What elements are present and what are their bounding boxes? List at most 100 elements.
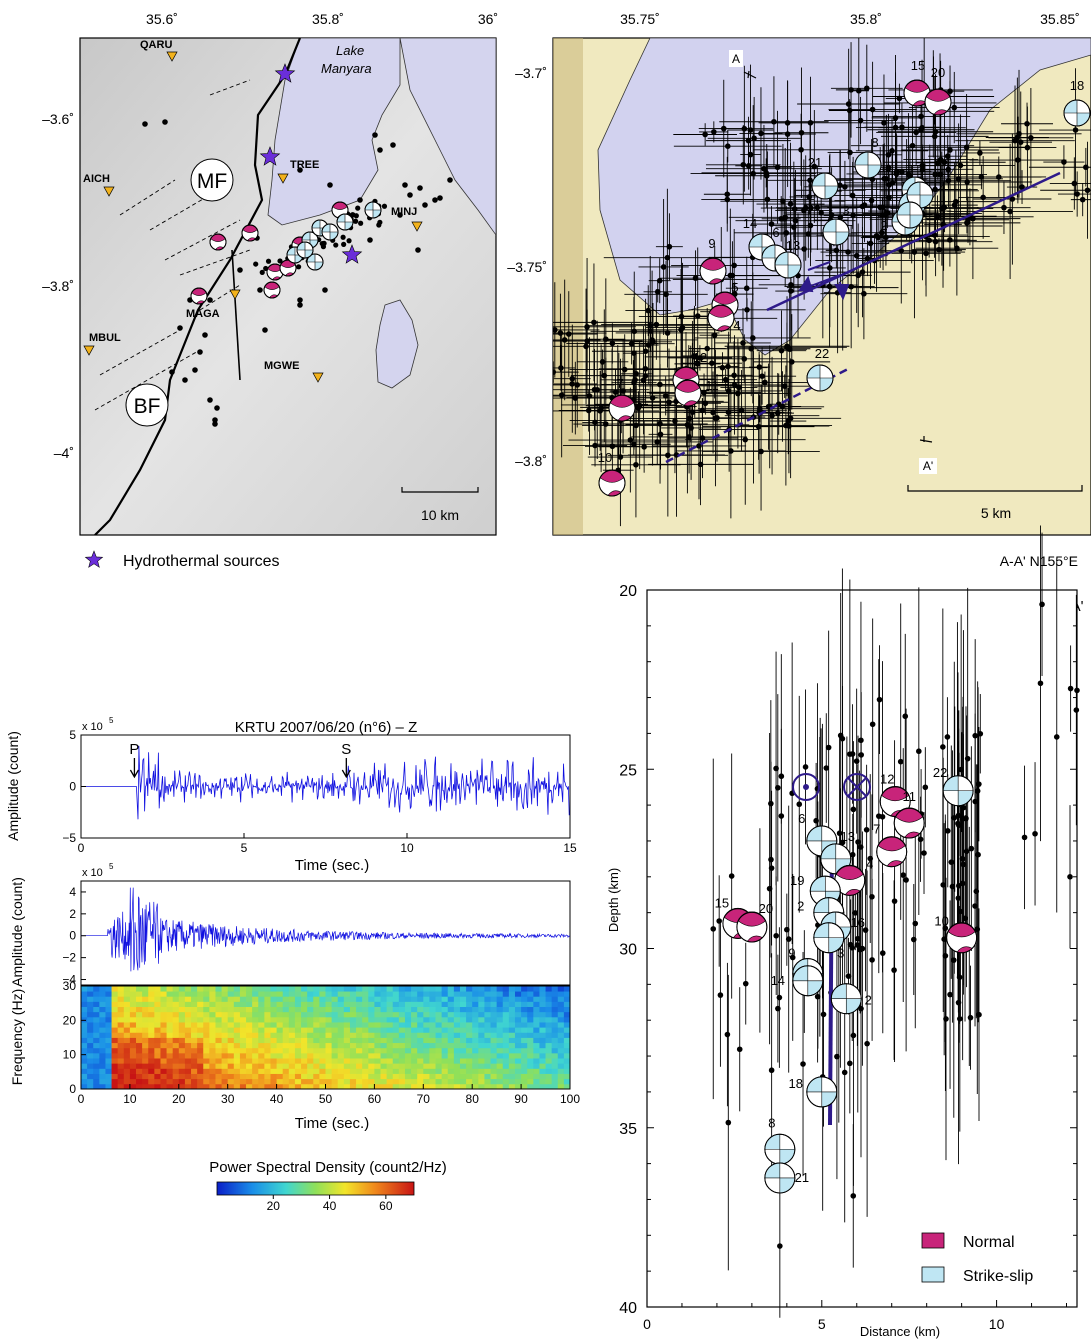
spectrogram-cell: [417, 986, 424, 992]
spectrogram-cell: [563, 1063, 571, 1069]
spectrogram-cell: [221, 1022, 229, 1028]
spectrogram-cell: [557, 1058, 565, 1064]
beach-ball: 22: [806, 346, 834, 392]
beach-ball: 11: [893, 789, 925, 839]
seismic-event: [828, 211, 835, 218]
seismic-event: [701, 389, 707, 396]
spectrogram-cell: [191, 1022, 198, 1028]
spectrogram-cell: [294, 1011, 302, 1018]
seismic-event: [970, 215, 976, 222]
seismic-event: [591, 386, 598, 393]
spectrogram-cell: [178, 1058, 186, 1064]
spectrogram-cell: [136, 1052, 143, 1059]
fault-label-bf: BF: [125, 383, 169, 427]
seismic-event: [916, 748, 922, 755]
seismic-event: [973, 888, 980, 895]
spectrogram-cell: [508, 1078, 516, 1085]
spectrogram-cell: [337, 1006, 345, 1013]
spectrogram-cell: [392, 1037, 400, 1044]
spectrogram-cell: [288, 1032, 296, 1038]
spectrogram-cell: [447, 1006, 455, 1013]
spectrogram-cell: [203, 1027, 210, 1033]
spectrogram-cell: [441, 1063, 449, 1069]
spectrogram-cell: [453, 996, 461, 1002]
spectrogram-cell: [368, 996, 375, 1002]
seismic-event: [777, 1243, 783, 1249]
spectrogram-cell: [111, 1042, 119, 1049]
spectrogram-cell: [111, 986, 119, 992]
seismic-event: [327, 182, 333, 188]
section-title: A-A' N155°E: [1000, 553, 1078, 569]
svg-text:10 km: 10 km: [421, 507, 459, 523]
spectrogram-cell: [197, 1047, 204, 1054]
seismic-event: [656, 277, 663, 284]
spectrogram-cell: [166, 996, 174, 1002]
spectrogram-cell: [502, 991, 510, 997]
seismic-event: [585, 407, 592, 414]
spectrogram-cell: [160, 991, 167, 997]
spectrogram-cell: [239, 1078, 247, 1085]
spectrogram-cell: [197, 1083, 204, 1090]
spectrogram-cell: [191, 1027, 198, 1033]
y-tick-label: 4: [69, 885, 76, 899]
x-tick-label: 30: [221, 1092, 235, 1106]
spectrogram-cell: [563, 1052, 571, 1059]
spectrogram-cell: [429, 1001, 436, 1007]
spectrogram-cell: [105, 1032, 112, 1038]
spectrogram-cell: [435, 1073, 443, 1080]
seismic-event: [892, 124, 899, 131]
spectrogram-cell: [521, 1042, 528, 1049]
spectrogram-cell: [264, 1001, 271, 1007]
spectrogram-cell: [294, 1027, 302, 1033]
spectrogram-cell: [484, 1047, 491, 1054]
spectrogram-cell: [129, 1042, 137, 1049]
spectrogram-cell: [301, 1032, 308, 1038]
spectrogram-cell: [539, 1058, 546, 1064]
spectrogram-cell: [386, 1068, 394, 1074]
spectrogram-cell: [398, 1083, 406, 1090]
mechanism-label: 18: [1070, 78, 1084, 93]
spectrogram-cell: [404, 1083, 412, 1090]
spectrogram-cell: [148, 1083, 155, 1090]
spectrogram-cell: [129, 1063, 137, 1069]
spectrogram-cell: [374, 986, 381, 992]
legend-label: Hydrothermal sources: [123, 553, 280, 570]
spectrogram-cell: [484, 1073, 491, 1080]
spectrogram-cell: [466, 1006, 473, 1013]
spectrogram-cell: [93, 1073, 100, 1080]
spectrogram-cell: [276, 1042, 284, 1049]
seismic-event: [297, 167, 303, 173]
spectrogram-cell: [276, 1063, 284, 1069]
spectrogram-cell: [472, 1011, 479, 1018]
spectrogram-cell: [87, 1073, 94, 1080]
spectrogram-cell: [435, 1032, 443, 1038]
spectrogram-cell: [221, 991, 229, 997]
spectrogram-cell: [142, 1078, 149, 1085]
spectrogram-cell: [209, 1078, 216, 1085]
seismic-event: [833, 247, 840, 254]
seismic-event: [297, 302, 303, 308]
spectrogram-cell: [160, 1032, 167, 1038]
spectrogram-cell: [239, 1068, 247, 1074]
spectrogram-cell: [319, 1006, 326, 1013]
spectrogram-cell: [264, 1022, 271, 1028]
seismic-event: [788, 359, 795, 365]
spectrogram-cell: [166, 1068, 174, 1074]
spectrogram-cell: [105, 1068, 112, 1074]
spectrogram-cell: [374, 1016, 381, 1023]
spectrogram-cell: [472, 991, 479, 997]
spectrogram-cell: [423, 1083, 430, 1090]
spectrogram-cell: [87, 1068, 94, 1074]
spectrogram-cell: [551, 1027, 559, 1033]
spectrogram-cell: [563, 1022, 571, 1028]
spectrogram-cell: [81, 1032, 88, 1038]
spectrogram-cell: [337, 1058, 345, 1064]
spectrogram-cell: [105, 986, 112, 992]
spectrogram-cell: [136, 1063, 143, 1069]
spectrogram-cell: [178, 1078, 186, 1085]
lon-tick: 35.8˚: [312, 11, 344, 27]
spectrogram-cell: [490, 1011, 498, 1018]
spectrogram-cell: [123, 1006, 131, 1013]
spectrogram-cell: [81, 1068, 88, 1074]
spectrogram-cell: [215, 1011, 222, 1018]
